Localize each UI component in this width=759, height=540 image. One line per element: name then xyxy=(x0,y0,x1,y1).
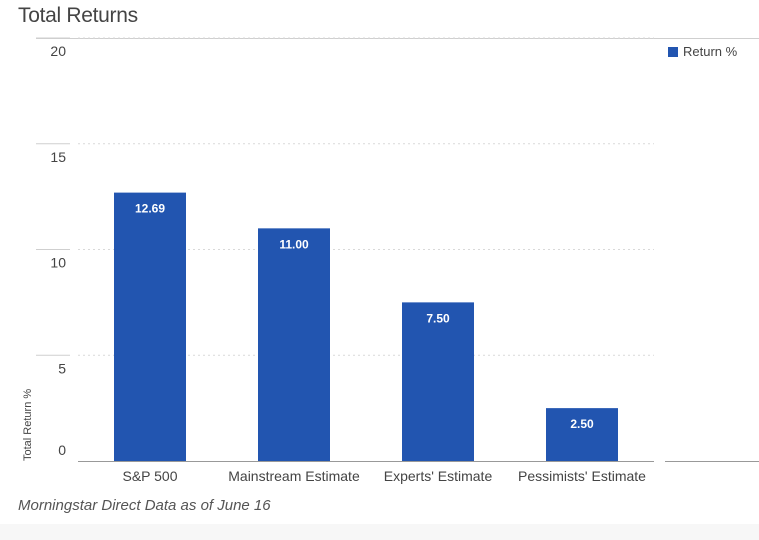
data-label-0: 12.69 xyxy=(135,202,165,216)
chart-title: Total Returns xyxy=(18,4,138,27)
title-divider xyxy=(36,38,759,39)
bars: 12.69 11.00 7.50 2.50 xyxy=(114,192,618,461)
y-tick-label-5: 5 xyxy=(58,360,66,376)
bar-3 xyxy=(546,408,618,461)
data-label-1: 11.00 xyxy=(279,237,309,251)
y-tick-labels: 0 5 10 15 20 xyxy=(50,43,66,458)
data-label-2: 7.50 xyxy=(426,311,450,325)
x-tick-label-2: Experts' Estimate xyxy=(384,468,493,484)
y-tick-label-20: 20 xyxy=(50,43,66,59)
source-footnote: Morningstar Direct Data as of June 16 xyxy=(18,497,271,514)
bottom-band xyxy=(0,524,759,540)
x-tick-label-3: Pessimists' Estimate xyxy=(518,468,646,484)
y-tick-label-15: 15 xyxy=(50,149,66,165)
x-tick-label-0: S&P 500 xyxy=(122,468,177,484)
legend-label: Return % xyxy=(683,44,738,59)
bar-0 xyxy=(114,192,186,461)
legend: Return % xyxy=(668,44,737,59)
x-tick-label-1: Mainstream Estimate xyxy=(228,468,360,484)
bar-1 xyxy=(258,228,330,461)
data-label-3: 2.50 xyxy=(570,417,594,431)
legend-swatch xyxy=(668,46,678,57)
bar-2 xyxy=(402,302,474,461)
y-tick-label-10: 10 xyxy=(50,255,66,271)
y-axis-label: Total Return % xyxy=(22,389,34,461)
y-tick-label-0: 0 xyxy=(58,442,66,458)
x-tick-labels: S&P 500 Mainstream Estimate Experts' Estim… xyxy=(122,468,646,484)
